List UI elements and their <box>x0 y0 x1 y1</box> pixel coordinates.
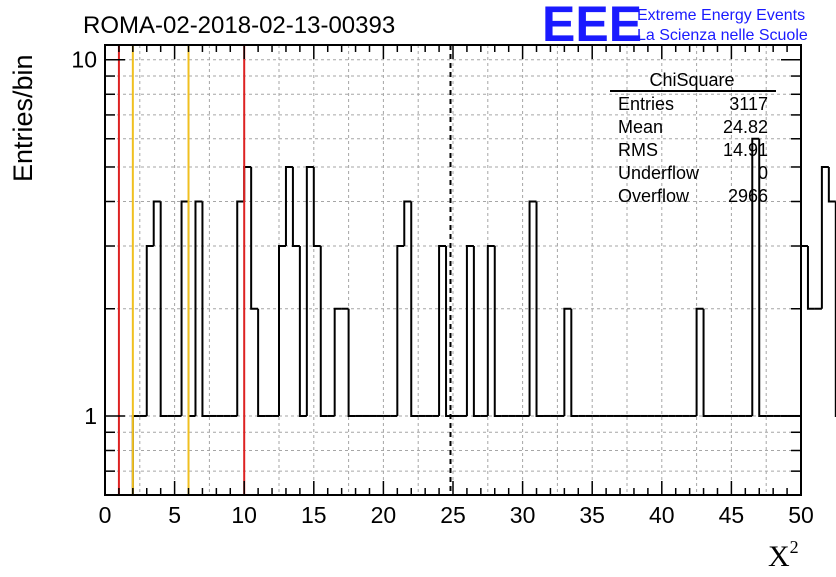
eee-logo: EEE <box>542 0 642 52</box>
x-tick-label: 5 <box>168 502 181 528</box>
x-tick-label: 45 <box>719 502 745 528</box>
x-axis-label-superscript: 2 <box>790 537 799 557</box>
chart-title: ROMA-02-2018-02-13-00393 <box>83 12 395 39</box>
y-axis-label: Entries/bin <box>8 54 38 182</box>
stats-title: ChiSquare <box>649 70 734 90</box>
stats-value-entries: 3117 <box>729 94 768 114</box>
x-axis-label-main: X <box>768 540 790 572</box>
y-tick-label: 10 <box>71 47 97 73</box>
x-tick-label: 10 <box>231 502 257 528</box>
x-tick-label: 30 <box>510 502 536 528</box>
stats-value-rms: 14.91 <box>723 140 768 160</box>
x-tick-label: 35 <box>579 502 605 528</box>
stats-label-overflow: Overflow <box>618 186 690 206</box>
stats-value-overflow: 2966 <box>728 186 768 206</box>
x-tick-label: 50 <box>788 502 814 528</box>
eee-tagline-2: La Scienza nelle Scuole <box>637 27 808 44</box>
stats-label-rms: RMS <box>618 140 658 160</box>
stats-value-mean: 24.82 <box>723 117 768 137</box>
eee-tagline-1: Extreme Energy Events <box>637 7 805 24</box>
x-tick-label: 25 <box>440 502 466 528</box>
x-tick-label: 15 <box>301 502 327 528</box>
x-tick-label: 20 <box>371 502 397 528</box>
x-tick-label: 40 <box>649 502 675 528</box>
stats-label-entries: Entries <box>618 94 674 114</box>
stats-value-underflow: 0 <box>758 163 768 183</box>
y-tick-label: 1 <box>84 403 97 429</box>
x-tick-label: 0 <box>99 502 112 528</box>
stats-label-underflow: Underflow <box>618 163 700 183</box>
stats-label-mean: Mean <box>618 117 663 137</box>
